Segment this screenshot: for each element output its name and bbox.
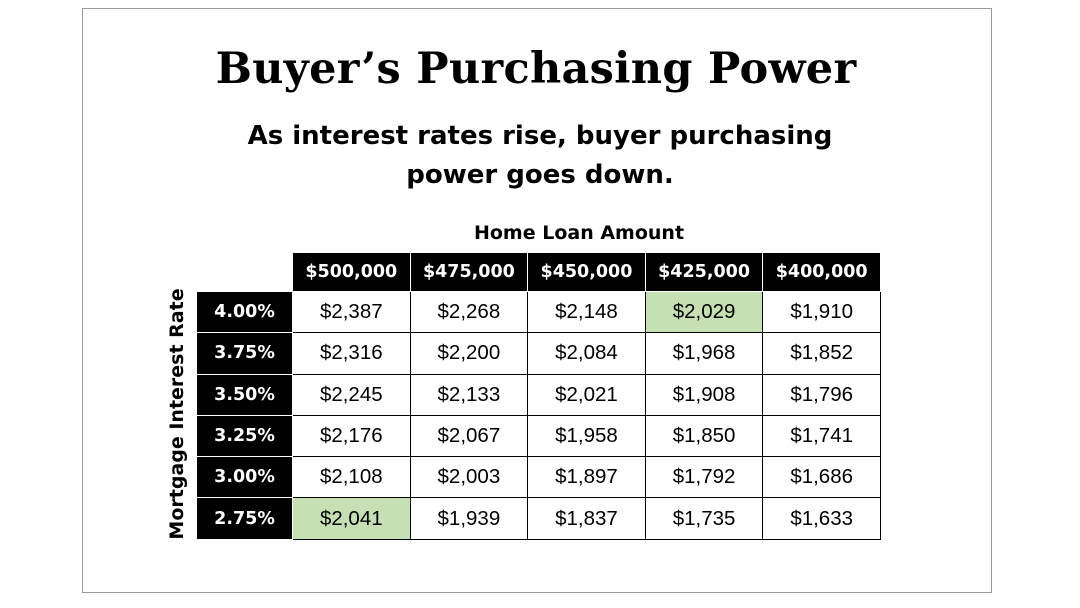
table-cell: $1,686 bbox=[762, 456, 881, 499]
table-cell: $1,908 bbox=[644, 373, 764, 416]
table-row: 2.75% $2,041 $1,939 $1,837 $1,735 $1,633 bbox=[196, 497, 881, 540]
row-header: 3.75% bbox=[196, 332, 293, 375]
table-cell: $1,852 bbox=[762, 332, 881, 375]
header-row: $500,000 $475,000 $450,000 $425,000 $400… bbox=[196, 252, 881, 292]
page-title: Buyer’s Purchasing Power bbox=[215, 44, 857, 94]
column-header: $425,000 bbox=[644, 252, 764, 292]
table-row: 3.50% $2,245 $2,133 $2,021 $1,908 $1,796 bbox=[196, 373, 881, 416]
table-cell: $1,741 bbox=[762, 414, 881, 458]
subtitle-line-1: As interest rates rise, buyer purchasing bbox=[247, 121, 833, 151]
table-cell: $1,910 bbox=[762, 290, 881, 334]
table-cell: $2,133 bbox=[409, 373, 529, 416]
row-header: 4.00% bbox=[196, 290, 293, 334]
table-cell: $2,148 bbox=[527, 290, 646, 334]
table-cell: $1,796 bbox=[762, 373, 881, 416]
table-cell: $2,108 bbox=[292, 456, 411, 499]
table-cell: $2,176 bbox=[292, 414, 411, 458]
table-cell: $1,837 bbox=[527, 497, 646, 540]
row-header: 3.50% bbox=[196, 373, 293, 416]
table-cell: $1,958 bbox=[527, 414, 646, 458]
table-cell: $2,245 bbox=[292, 373, 411, 416]
table-cell: $1,633 bbox=[762, 497, 881, 540]
table-row: 3.25% $2,176 $2,067 $1,958 $1,850 $1,741 bbox=[196, 414, 881, 458]
table-cell: $2,084 bbox=[527, 332, 646, 375]
row-axis-label: Mortgage Interest Rate bbox=[166, 288, 188, 540]
table-cell: $1,792 bbox=[644, 456, 764, 499]
table-cell: $2,003 bbox=[409, 456, 529, 499]
subtitle: As interest rates rise, buyer purchasing… bbox=[0, 117, 1080, 195]
table-cell: $2,029 bbox=[644, 290, 764, 334]
row-header: 3.00% bbox=[196, 456, 293, 499]
table-row: 3.75% $2,316 $2,200 $2,084 $1,968 $1,852 bbox=[196, 332, 881, 375]
table-cell: $1,897 bbox=[527, 456, 646, 499]
table-cell: $2,021 bbox=[527, 373, 646, 416]
column-header: $450,000 bbox=[527, 252, 646, 292]
subtitle-line-2: power goes down. bbox=[406, 160, 674, 190]
row-header: 2.75% bbox=[196, 497, 293, 540]
table-cell: $2,316 bbox=[292, 332, 411, 375]
corner-cell bbox=[196, 252, 293, 292]
payment-table: $500,000 $475,000 $450,000 $425,000 $400… bbox=[196, 252, 881, 540]
table-cell: $2,387 bbox=[292, 290, 411, 334]
column-header: $475,000 bbox=[409, 252, 529, 292]
column-axis-label: Home Loan Amount bbox=[473, 222, 685, 244]
table-row: 4.00% $2,387 $2,268 $2,148 $2,029 $1,910 bbox=[196, 290, 881, 334]
table-cell: $1,850 bbox=[644, 414, 764, 458]
column-header: $400,000 bbox=[762, 252, 881, 292]
table-cell: $2,041 bbox=[292, 497, 411, 540]
table-cell: $2,067 bbox=[409, 414, 529, 458]
table-cell: $1,735 bbox=[644, 497, 764, 540]
table-cell: $1,939 bbox=[409, 497, 529, 540]
table-cell: $1,968 bbox=[644, 332, 764, 375]
table-cell: $2,200 bbox=[409, 332, 529, 375]
row-header: 3.25% bbox=[196, 414, 293, 458]
column-header: $500,000 bbox=[292, 252, 411, 292]
table-row: 3.00% $2,108 $2,003 $1,897 $1,792 $1,686 bbox=[196, 456, 881, 499]
table-cell: $2,268 bbox=[409, 290, 529, 334]
